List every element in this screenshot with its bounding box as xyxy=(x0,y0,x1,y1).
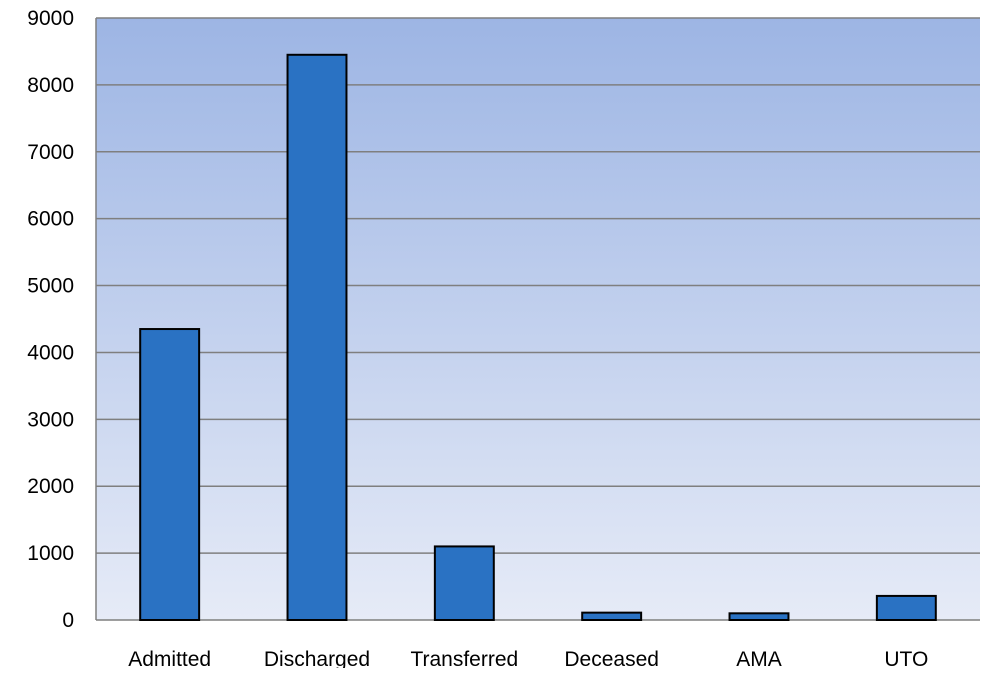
y-tick-label: 7000 xyxy=(27,141,74,164)
y-tick-label: 5000 xyxy=(27,275,74,298)
x-tick-labels: Admitted Discharged Transferred Deceased AMA… xyxy=(128,648,928,671)
axes xyxy=(95,18,980,621)
x-tick-label: Admitted xyxy=(128,648,211,668)
y-tick-label: 4000 xyxy=(27,341,74,364)
x-tick-label: AMA xyxy=(736,648,782,668)
y-tick-label: 9000 xyxy=(27,7,74,30)
bar-transferred xyxy=(433,545,495,622)
y-tick-label: 0 xyxy=(62,609,74,632)
bar-discharged xyxy=(286,53,348,622)
bar-uto xyxy=(875,594,937,621)
plot-area xyxy=(96,18,980,620)
bar-admitted xyxy=(139,328,201,621)
y-tick-label: 8000 xyxy=(27,74,74,97)
y-tick-label: 2000 xyxy=(27,475,74,498)
y-tick-label: 6000 xyxy=(27,208,74,231)
bar-ama xyxy=(728,612,790,621)
x-tick-label: Deceased xyxy=(564,648,659,668)
x-tick-label: UTO xyxy=(884,648,928,668)
y-tick-label: 1000 xyxy=(27,542,74,565)
bar-deceased xyxy=(581,611,643,621)
bars xyxy=(139,53,937,622)
x-tick-label: Discharged xyxy=(264,648,370,668)
gridlines xyxy=(96,17,980,554)
y-tick-label: 3000 xyxy=(27,408,74,431)
y-tick-labels: 0 1000 2000 3000 4000 5000 6000 7000 8000 9000 xyxy=(27,7,74,632)
x-tick-label: Transferred xyxy=(410,648,518,668)
